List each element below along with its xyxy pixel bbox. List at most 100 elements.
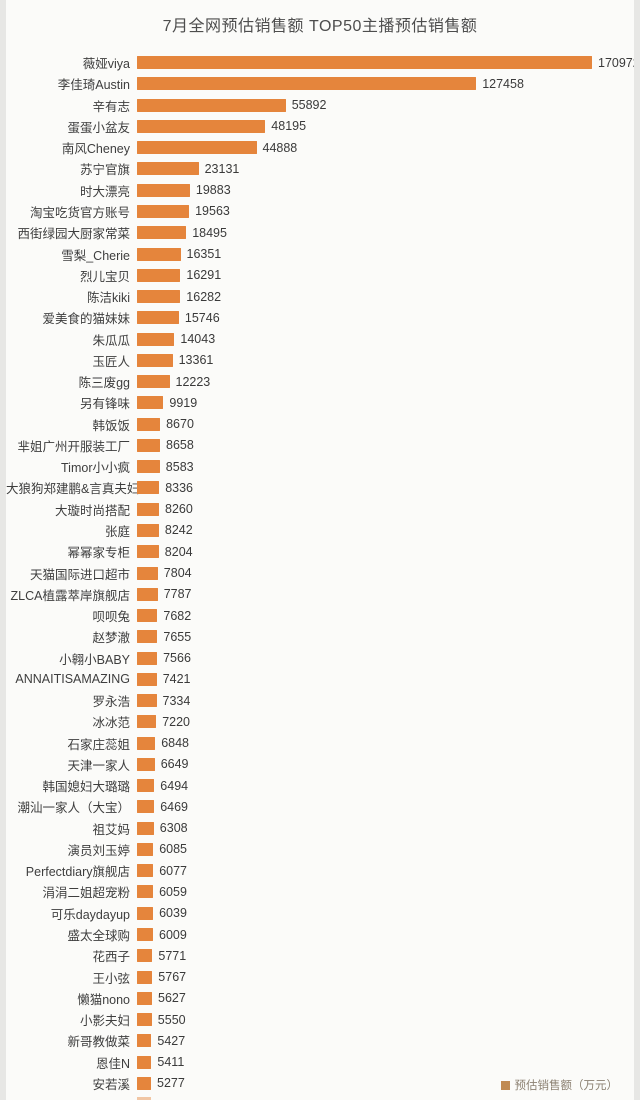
streamer-label: 芈姐广州开服装工厂 xyxy=(17,439,130,454)
value-bar xyxy=(137,502,159,516)
value-bar xyxy=(137,991,152,1005)
streamer-label: 天猫国际进口超市 xyxy=(29,567,130,582)
bar-track: 5767 xyxy=(137,970,634,984)
bar-track: 48195 xyxy=(137,119,634,133)
value-label: 8336 xyxy=(165,480,193,495)
value-bar xyxy=(137,906,154,920)
value-label: 5427 xyxy=(157,1033,186,1048)
streamer-label: 玉匠人 xyxy=(92,354,130,369)
streamer-label: 罗永浩 xyxy=(92,695,130,710)
bar-track: 8242 xyxy=(137,523,634,537)
chart-row: 玉匠人 13361 xyxy=(6,350,634,371)
value-bar xyxy=(137,119,266,133)
bar-track: 127458 xyxy=(137,77,634,91)
streamer-label: 淘宝吃货官方账号 xyxy=(29,205,130,220)
value-label: 127458 xyxy=(482,76,524,91)
bar-track: 7220 xyxy=(137,715,634,729)
chart-row: 淘宝吃货官方账号 19563 xyxy=(6,201,634,222)
value-bar xyxy=(137,204,190,218)
chart-row: 韩国媳妇大璐璐 6494 xyxy=(6,775,634,796)
value-label: 23131 xyxy=(204,161,240,176)
chart-row: 薇娅viya 170972 xyxy=(6,52,634,73)
value-bar xyxy=(137,1055,152,1069)
streamer-label: 演员刘玉婷 xyxy=(67,843,130,858)
streamer-label: 花西子 xyxy=(92,950,130,965)
value-label: 8260 xyxy=(165,502,193,517)
streamer-label: 涓涓二姐超宠粉 xyxy=(42,886,130,901)
streamer-label: 冰冰范 xyxy=(92,716,130,731)
chart-row: 烈儿宝贝 16291 xyxy=(6,265,634,286)
value-bar xyxy=(137,1013,152,1027)
streamer-label: 蛋蛋小盆友 xyxy=(67,120,130,135)
value-label: 15746 xyxy=(184,310,220,325)
chart-row: 幂幂家专柜 8204 xyxy=(6,541,634,562)
chart-row: 祖艾妈 6308 xyxy=(6,818,634,839)
chart-row: 石家庄蕊姐 6848 xyxy=(6,733,634,754)
bar-track: 7682 xyxy=(137,609,634,623)
bar-track: 6649 xyxy=(137,757,634,771)
value-bar xyxy=(137,672,157,686)
value-bar xyxy=(137,98,286,112)
chart-row: 赵梦澈 7655 xyxy=(6,626,634,647)
bar-track: 23131 xyxy=(137,162,634,176)
streamer-label: 烈儿宝贝 xyxy=(79,269,130,284)
value-label: 6494 xyxy=(160,778,189,793)
legend-swatch-icon xyxy=(500,1080,510,1090)
value-bar xyxy=(137,757,155,771)
bar-track: 5411 xyxy=(137,1055,634,1069)
chart-row: 罗永浩 7334 xyxy=(6,690,634,711)
streamer-label: 另有锋味 xyxy=(79,397,130,412)
chart-row: 李佳琦Austin 127458 xyxy=(6,73,634,94)
value-bar xyxy=(137,949,153,963)
streamer-label: 张庭 xyxy=(104,524,130,539)
streamer-label: 陈洁kiki xyxy=(86,291,130,306)
value-label: 8204 xyxy=(164,544,193,559)
chart-row: 芈姐广州开服装工厂 8658 xyxy=(6,435,634,456)
chart-row: 天津一家人 6649 xyxy=(6,754,634,775)
value-label: 18495 xyxy=(192,225,227,240)
chart-row: 时大漂亮 19883 xyxy=(6,180,634,201)
bar-track: 7655 xyxy=(137,630,634,644)
value-label: 6059 xyxy=(159,884,187,899)
streamer-label: Timor小小疯 xyxy=(61,461,130,476)
bar-track: 8670 xyxy=(137,417,634,431)
bar-track: 6469 xyxy=(137,800,634,814)
chart-row: 天猫国际进口超市 7804 xyxy=(6,562,634,583)
value-label: 14043 xyxy=(180,332,216,347)
streamer-label: 朱瓜瓜 xyxy=(92,333,130,348)
bar-track: 8260 xyxy=(137,502,634,516)
value-label: 6848 xyxy=(161,736,189,751)
value-bar xyxy=(137,566,158,580)
value-label: 9919 xyxy=(169,395,198,410)
value-label: 7421 xyxy=(162,672,191,687)
bar-track: 14043 xyxy=(137,332,634,346)
streamer-label: 韩饭饭 xyxy=(92,418,130,433)
streamer-label: 天津一家人 xyxy=(67,758,130,773)
bar-track: 6059 xyxy=(137,885,634,899)
value-label: 12223 xyxy=(175,374,211,389)
bar-track: 16291 xyxy=(137,268,634,282)
chart-row: 小影夫妇 5550 xyxy=(6,1009,634,1030)
value-bar xyxy=(137,800,155,814)
value-label: 19563 xyxy=(195,204,230,219)
streamer-label: 时大漂亮 xyxy=(79,184,130,199)
value-bar xyxy=(137,1076,151,1090)
legend: 预估销售额（万元） xyxy=(500,1077,618,1093)
bar-track: 9919 xyxy=(137,396,634,410)
value-label: 7220 xyxy=(162,714,190,729)
streamer-label: 懒猫nono xyxy=(77,992,130,1007)
chart-row: 雪梨_Cherie 16351 xyxy=(6,243,634,264)
streamer-label: 苏宁官旗 xyxy=(79,163,130,178)
bar-track: 7421 xyxy=(137,672,634,686)
bar-track: 18495 xyxy=(137,226,634,240)
chart-row: 懒猫nono 5627 xyxy=(6,988,634,1009)
bar-track: 170972 xyxy=(137,56,634,70)
value-label: 7804 xyxy=(163,566,192,580)
bar-track: 6308 xyxy=(137,821,634,835)
chart-row: 演员刘玉婷 6085 xyxy=(6,839,634,860)
streamer-label: 小影夫妇 xyxy=(79,1014,130,1029)
bar-track: 8336 xyxy=(137,481,634,495)
chart-row: 涓涓二姐超宠粉 6059 xyxy=(6,881,634,902)
chart-row: 潮汕一家人（大宝） 6469 xyxy=(6,796,634,817)
chart-row: Timor小小疯 8583 xyxy=(6,456,634,477)
